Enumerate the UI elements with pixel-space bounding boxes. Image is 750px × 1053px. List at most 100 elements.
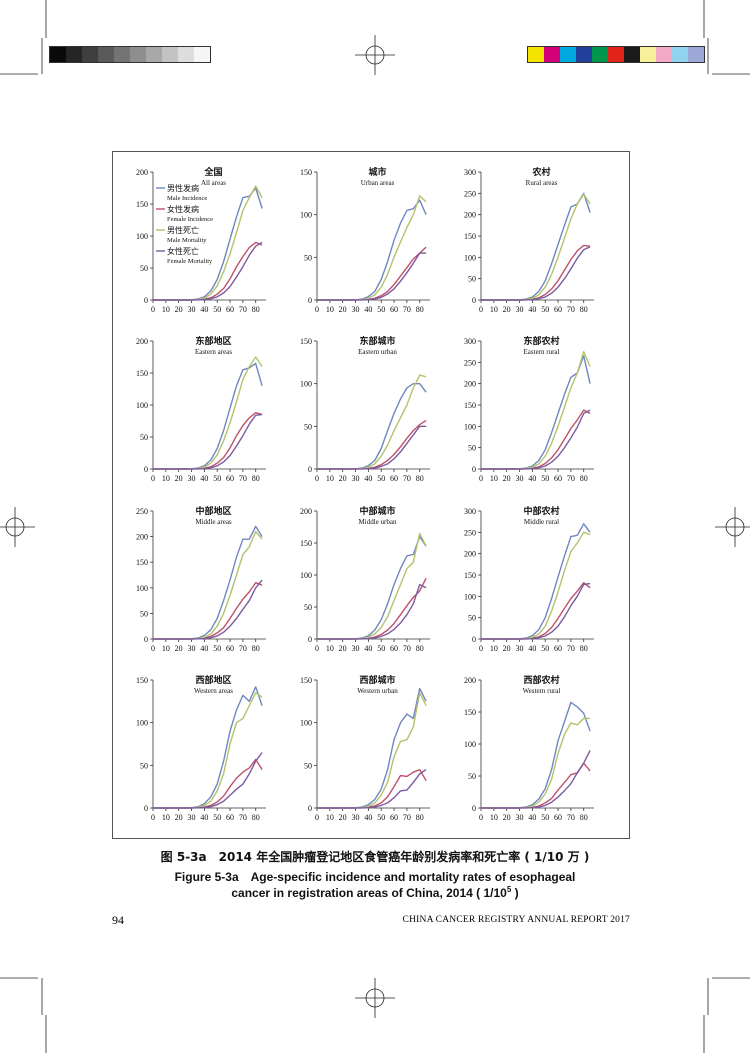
x-tick-label: 30 xyxy=(352,474,360,483)
y-tick-label: 300 xyxy=(464,507,476,516)
chart-title-en: Western areas xyxy=(194,687,233,695)
y-tick-label: 150 xyxy=(464,232,476,241)
chart-panel-7: 0 50 100 150 200 250 0 10 20 30 40 50 60 70 80 中部地区 Midd… xyxy=(121,499,281,671)
chart-panel-12: 0 50 100 150 200 0 10 20 30 40 50 60 70 80 西部农村 Western… xyxy=(449,668,609,840)
series-line-male-incidence xyxy=(153,525,263,640)
chart-title-en: Eastern rural xyxy=(524,348,560,356)
chart-title-en: Urban areas xyxy=(361,179,395,187)
x-tick-label: 0 xyxy=(151,644,155,653)
chart-svg-6: 0 50 100 150 200 250 300 0 10 20 30 40 50 60 70 80 东部农村E… xyxy=(464,335,594,483)
x-tick-label: 40 xyxy=(200,813,208,822)
chart-title-en: Middle rural xyxy=(524,518,559,526)
x-tick-label: 40 xyxy=(364,644,372,653)
series-line-female-mortality xyxy=(481,246,591,301)
x-tick-label: 10 xyxy=(162,305,170,314)
x-tick-label: 70 xyxy=(567,644,575,653)
color-swatch-1 xyxy=(528,47,544,62)
series-line-female-mortality xyxy=(153,241,263,301)
y-tick-label: 150 xyxy=(136,676,148,685)
x-tick-label: 10 xyxy=(326,813,334,822)
y-tick-label: 250 xyxy=(136,507,148,516)
y-tick-label: 100 xyxy=(136,584,148,593)
x-tick-label: 60 xyxy=(390,305,398,314)
series-line-female-mortality xyxy=(481,582,591,640)
series-line-female-mortality xyxy=(317,769,427,809)
caption-line2-text: cancer in registration areas of China, 2… xyxy=(231,886,507,900)
x-tick-label: 70 xyxy=(403,644,411,653)
x-tick-label: 0 xyxy=(315,644,319,653)
x-tick-label: 20 xyxy=(175,305,183,314)
y-tick-label: 150 xyxy=(300,539,312,548)
x-tick-label: 70 xyxy=(403,474,411,483)
series-line-male-incidence xyxy=(153,362,263,470)
y-tick-label: 50 xyxy=(140,264,148,273)
color-swatch-7 xyxy=(624,47,640,62)
x-tick-label: 60 xyxy=(226,474,234,483)
y-tick-label: 0 xyxy=(144,296,148,305)
x-tick-label: 50 xyxy=(541,474,549,483)
chart-title-cn: 中部农村 xyxy=(523,505,559,517)
chart-title-cn: 城市 xyxy=(368,166,386,178)
series-line-male-mortality xyxy=(481,531,591,640)
x-tick-label: 40 xyxy=(364,474,372,483)
series-line-male-incidence xyxy=(481,701,591,809)
x-tick-label: 60 xyxy=(554,474,562,483)
grayscale-swatch-5 xyxy=(114,47,130,62)
series-line-male-mortality xyxy=(317,195,427,301)
x-tick-label: 30 xyxy=(188,474,196,483)
series-line-male-mortality xyxy=(317,374,427,470)
y-tick-label: 50 xyxy=(140,609,148,618)
x-tick-label: 30 xyxy=(352,813,360,822)
series-line-female-mortality xyxy=(153,579,263,640)
y-tick-label: 0 xyxy=(144,635,148,644)
x-tick-label: 70 xyxy=(239,305,247,314)
x-tick-label: 50 xyxy=(541,305,549,314)
legend-label-cn: 男性死亡 xyxy=(167,225,199,235)
x-tick-label: 0 xyxy=(479,474,483,483)
grayscale-swatch-1 xyxy=(50,47,66,62)
y-tick-label: 50 xyxy=(140,761,148,770)
x-tick-label: 60 xyxy=(554,813,562,822)
color-swatch-2 xyxy=(544,47,560,62)
chart-panel-10: 0 50 100 150 0 10 20 30 40 50 60 70 80 西部地区 Western ar… xyxy=(121,668,281,840)
page-number: 94 xyxy=(112,913,124,927)
color-swatch-3 xyxy=(560,47,576,62)
x-tick-label: 20 xyxy=(339,813,347,822)
color-swatch-10 xyxy=(672,47,688,62)
chart-title-cn: 东部农村 xyxy=(523,335,559,347)
x-tick-label: 30 xyxy=(516,305,524,314)
grayscale-swatch-7 xyxy=(146,47,162,62)
chart-title-en: Middle urban xyxy=(359,518,397,526)
x-tick-label: 10 xyxy=(162,474,170,483)
grayscale-swatch-9 xyxy=(178,47,194,62)
x-tick-label: 80 xyxy=(416,305,424,314)
y-tick-label: 100 xyxy=(300,571,312,580)
y-tick-label: 200 xyxy=(136,533,148,542)
series-line-female-mortality xyxy=(317,583,427,640)
x-tick-label: 0 xyxy=(479,813,483,822)
x-tick-label: 30 xyxy=(516,644,524,653)
y-tick-label: 250 xyxy=(464,189,476,198)
x-tick-label: 80 xyxy=(252,644,260,653)
chart-title-cn: 东部地区 xyxy=(195,335,231,347)
series-line-male-mortality xyxy=(481,351,591,470)
x-tick-label: 70 xyxy=(567,474,575,483)
y-tick-label: 300 xyxy=(464,168,476,177)
grayscale-swatch-6 xyxy=(130,47,146,62)
x-tick-label: 20 xyxy=(503,644,511,653)
chart-panel-9: 0 50 100 150 200 250 300 0 10 20 30 40 50 60 70 80 中部农村 M… xyxy=(449,499,609,671)
x-tick-label: 80 xyxy=(580,474,588,483)
legend-label-en: Male Mortality xyxy=(167,237,207,244)
x-tick-label: 40 xyxy=(528,474,536,483)
series-line-female-mortality xyxy=(317,252,427,301)
y-tick-label: 50 xyxy=(140,433,148,442)
series-line-female-mortality xyxy=(317,425,427,470)
series-line-female-incidence xyxy=(153,411,263,470)
x-tick-label: 40 xyxy=(364,305,372,314)
color-swatch-5 xyxy=(592,47,608,62)
series-line-female-mortality xyxy=(481,409,591,470)
series-line-female-mortality xyxy=(481,750,591,809)
chart-title-en: Western rural xyxy=(523,687,561,695)
